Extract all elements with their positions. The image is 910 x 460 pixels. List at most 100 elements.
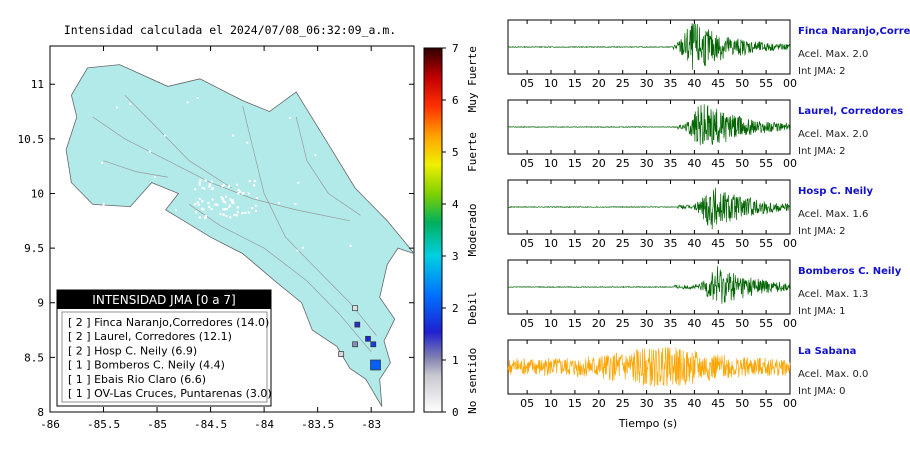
town-marker xyxy=(203,187,206,190)
y-tick-label: 8 xyxy=(37,406,44,419)
time-tick-label: 05 xyxy=(520,157,534,170)
y-tick-label: 8.5 xyxy=(24,351,44,364)
town-marker xyxy=(261,85,264,88)
town-marker xyxy=(211,198,214,201)
station-intensity: Int JMA: 2 xyxy=(798,146,846,157)
town-marker xyxy=(208,185,211,188)
station-accel: Acel. Max. 2.0 xyxy=(798,49,868,60)
map-road-line xyxy=(295,116,361,216)
time-tick-label: 05 xyxy=(520,237,534,250)
waveform-trace xyxy=(507,347,791,387)
x-tick-label: -86 xyxy=(40,418,60,431)
town-marker xyxy=(241,192,244,195)
town-marker xyxy=(236,211,239,214)
time-tick-label: 00 xyxy=(783,77,797,90)
town-marker xyxy=(198,181,201,184)
time-tick-label: 10 xyxy=(544,237,558,250)
time-tick-label: 30 xyxy=(640,77,654,90)
time-tick-label: 30 xyxy=(640,317,654,330)
town-marker xyxy=(219,212,222,216)
station-intensity: Int JMA: 2 xyxy=(798,66,846,77)
town-marker xyxy=(228,265,231,268)
legend-item: [ 1 ] Ebais Rio Claro (6.6) xyxy=(68,373,206,386)
time-tick-label: 35 xyxy=(664,157,678,170)
town-marker xyxy=(294,202,297,205)
map-road-line xyxy=(92,116,350,222)
waveform-trace xyxy=(507,104,791,146)
legend-list-frame xyxy=(61,311,268,403)
time-tick-label: 20 xyxy=(592,397,606,410)
town-marker xyxy=(154,176,156,179)
time-tick-label: 35 xyxy=(664,237,678,250)
town-marker xyxy=(221,185,224,188)
town-marker xyxy=(237,188,240,192)
time-tick-label: 55 xyxy=(759,157,773,170)
town-marker xyxy=(236,85,239,88)
town-marker xyxy=(324,126,327,128)
town-marker xyxy=(107,207,110,210)
time-tick-label: 45 xyxy=(711,397,725,410)
station-marker xyxy=(352,305,358,312)
town-marker xyxy=(202,208,205,211)
town-marker xyxy=(255,197,258,199)
time-tick-label: 20 xyxy=(592,157,606,170)
town-marker xyxy=(208,183,212,186)
town-marker xyxy=(200,207,204,210)
station-accel: Acel. Max. 1.3 xyxy=(798,289,868,300)
town-marker xyxy=(222,208,225,211)
town-marker xyxy=(201,200,204,203)
time-tick-label: 15 xyxy=(568,157,582,170)
time-tick-label: 25 xyxy=(616,317,630,330)
station-accel: Acel. Max. 2.0 xyxy=(798,129,868,140)
time-tick-label: 45 xyxy=(711,157,725,170)
town-marker xyxy=(210,180,213,183)
legend-item: [ 2 ] Laurel, Corredores (12.1) xyxy=(68,330,232,343)
x-tick-label: -84.5 xyxy=(194,418,227,431)
x-tick-label: -85 xyxy=(147,418,167,431)
time-tick-label: 40 xyxy=(687,157,701,170)
town-marker xyxy=(253,180,257,183)
town-marker xyxy=(222,213,225,216)
town-marker xyxy=(228,185,231,188)
x-tick-label: -83 xyxy=(361,418,381,431)
time-tick-label: 10 xyxy=(544,317,558,330)
town-marker xyxy=(175,209,177,212)
town-marker xyxy=(247,192,250,195)
colorbar-label: No sentido xyxy=(466,348,479,414)
town-marker xyxy=(389,178,392,181)
town-marker xyxy=(204,215,207,218)
colorbar-label: Moderado xyxy=(466,204,479,257)
time-tick-label: 05 xyxy=(520,77,534,90)
town-marker xyxy=(241,212,244,215)
town-marker xyxy=(253,184,256,187)
time-tick-label: 50 xyxy=(735,157,749,170)
time-tick-label: 20 xyxy=(592,237,606,250)
town-marker xyxy=(229,198,232,201)
town-marker xyxy=(222,183,225,186)
station-marker xyxy=(338,351,345,357)
time-tick-label: 35 xyxy=(664,397,678,410)
town-marker xyxy=(296,249,299,252)
town-marker xyxy=(289,116,291,119)
time-tick-label: 10 xyxy=(544,77,558,90)
town-marker xyxy=(231,199,234,202)
town-marker xyxy=(251,207,254,210)
town-marker xyxy=(115,106,118,109)
station-intensity: Int JMA: 0 xyxy=(798,386,846,397)
map-y-axis: 11 10.5 10 9.5 9 8.5 8 xyxy=(18,78,414,419)
seismogram-panel: 05 10 15 20 25 30 35 40 45 50 55 00 Bomberos C. Neil… xyxy=(507,259,902,330)
time-tick-label: 15 xyxy=(568,317,582,330)
legend-item: [ 2 ] Finca Naranjo,Corredores (14.0) xyxy=(68,316,269,329)
time-tick-label: 40 xyxy=(687,317,701,330)
station-marker xyxy=(365,335,371,342)
colorbar-label: Debil xyxy=(466,291,479,324)
time-tick-label: 45 xyxy=(711,317,725,330)
town-marker xyxy=(232,134,234,137)
town-marker xyxy=(199,179,202,182)
time-tick-label: 50 xyxy=(735,237,749,250)
colorbar-tick-label: 2 xyxy=(452,302,459,315)
time-tick-label: 30 xyxy=(640,157,654,170)
map-road-line xyxy=(189,204,372,353)
town-marker xyxy=(214,203,217,206)
